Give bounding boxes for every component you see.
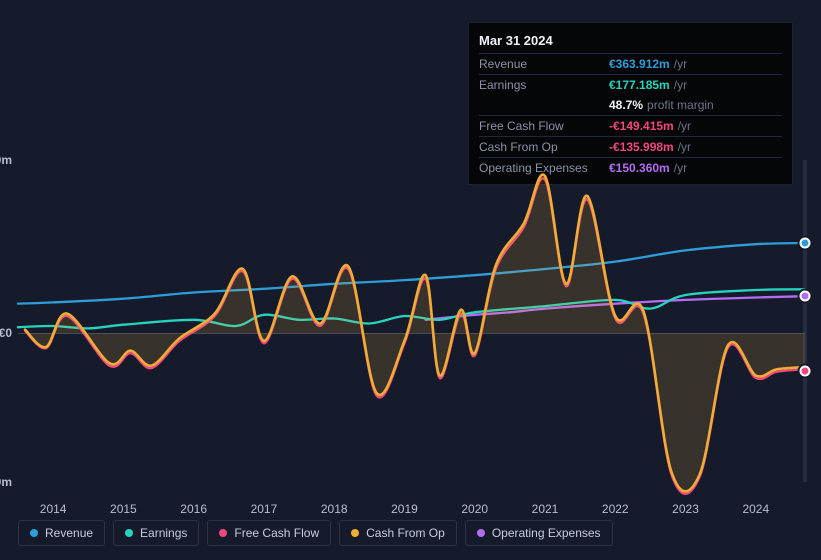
legend: Revenue Earnings Free Cash Flow Cash From O… — [18, 520, 613, 546]
x-axis-label: 2017 — [251, 502, 278, 516]
x-axis-label: 2024 — [742, 502, 769, 516]
legend-label: Free Cash Flow — [234, 526, 319, 540]
tooltip-row: Free Cash Flow-€149.415m/yr — [479, 115, 782, 136]
legend-item-revenue[interactable]: Revenue — [18, 520, 105, 546]
tooltip-unit: /yr — [678, 140, 691, 154]
tooltip-value: €363.912m — [609, 57, 670, 71]
legend-item-earnings[interactable]: Earnings — [113, 520, 199, 546]
x-axis-label: 2022 — [602, 502, 629, 516]
legend-item-cash-from-op[interactable]: Cash From Op — [339, 520, 457, 546]
tooltip-title: Mar 31 2024 — [479, 29, 782, 53]
tooltip-unit: profit margin — [647, 98, 714, 112]
data-marker — [800, 291, 811, 302]
legend-label: Cash From Op — [366, 526, 445, 540]
legend-item-free-cash-flow[interactable]: Free Cash Flow — [207, 520, 331, 546]
tooltip-label: Cash From Op — [479, 140, 609, 154]
legend-dot — [351, 529, 359, 537]
tooltip-unit: /yr — [674, 78, 687, 92]
legend-dot — [125, 529, 133, 537]
legend-item-operating-expenses[interactable]: Operating Expenses — [465, 520, 613, 546]
tooltip-row: Revenue€363.912m/yr — [479, 53, 782, 74]
tooltip-label: Free Cash Flow — [479, 119, 609, 133]
legend-dot — [219, 529, 227, 537]
chart-area[interactable]: 2014201520162017201820192020202120222023… — [18, 160, 805, 482]
chart-svg — [18, 160, 805, 482]
x-axis-label: 2019 — [391, 502, 418, 516]
x-axis-label: 2023 — [672, 502, 699, 516]
y-axis-label: -€600m — [0, 475, 12, 489]
legend-dot — [477, 529, 485, 537]
legend-label: Revenue — [45, 526, 93, 540]
tooltip-unit: /yr — [678, 119, 691, 133]
legend-dot — [30, 529, 38, 537]
tooltip-row: 48.7% profit margin — [479, 95, 782, 115]
x-axis-label: 2021 — [532, 502, 559, 516]
tooltip-value: -€149.415m — [609, 119, 674, 133]
x-axis-label: 2018 — [321, 502, 348, 516]
x-axis-label: 2014 — [40, 502, 67, 516]
tooltip-unit: /yr — [674, 57, 687, 71]
x-axis-label: 2015 — [110, 502, 137, 516]
legend-label: Operating Expenses — [492, 526, 601, 540]
tooltip-row: Cash From Op-€135.998m/yr — [479, 136, 782, 157]
data-marker — [800, 237, 811, 248]
legend-label: Earnings — [140, 526, 187, 540]
tooltip-label: Earnings — [479, 78, 609, 92]
tooltip-value: -€135.998m — [609, 140, 674, 154]
data-marker — [800, 365, 811, 376]
y-axis-label: €0 — [0, 326, 12, 340]
y-axis-label: €700m — [0, 153, 12, 167]
tooltip-label: Revenue — [479, 57, 609, 71]
tooltip-value: 48.7% — [609, 98, 643, 112]
x-axis-label: 2016 — [180, 502, 207, 516]
tooltip-value: €177.185m — [609, 78, 670, 92]
tooltip-row: Earnings€177.185m/yr — [479, 74, 782, 95]
x-axis-label: 2020 — [461, 502, 488, 516]
